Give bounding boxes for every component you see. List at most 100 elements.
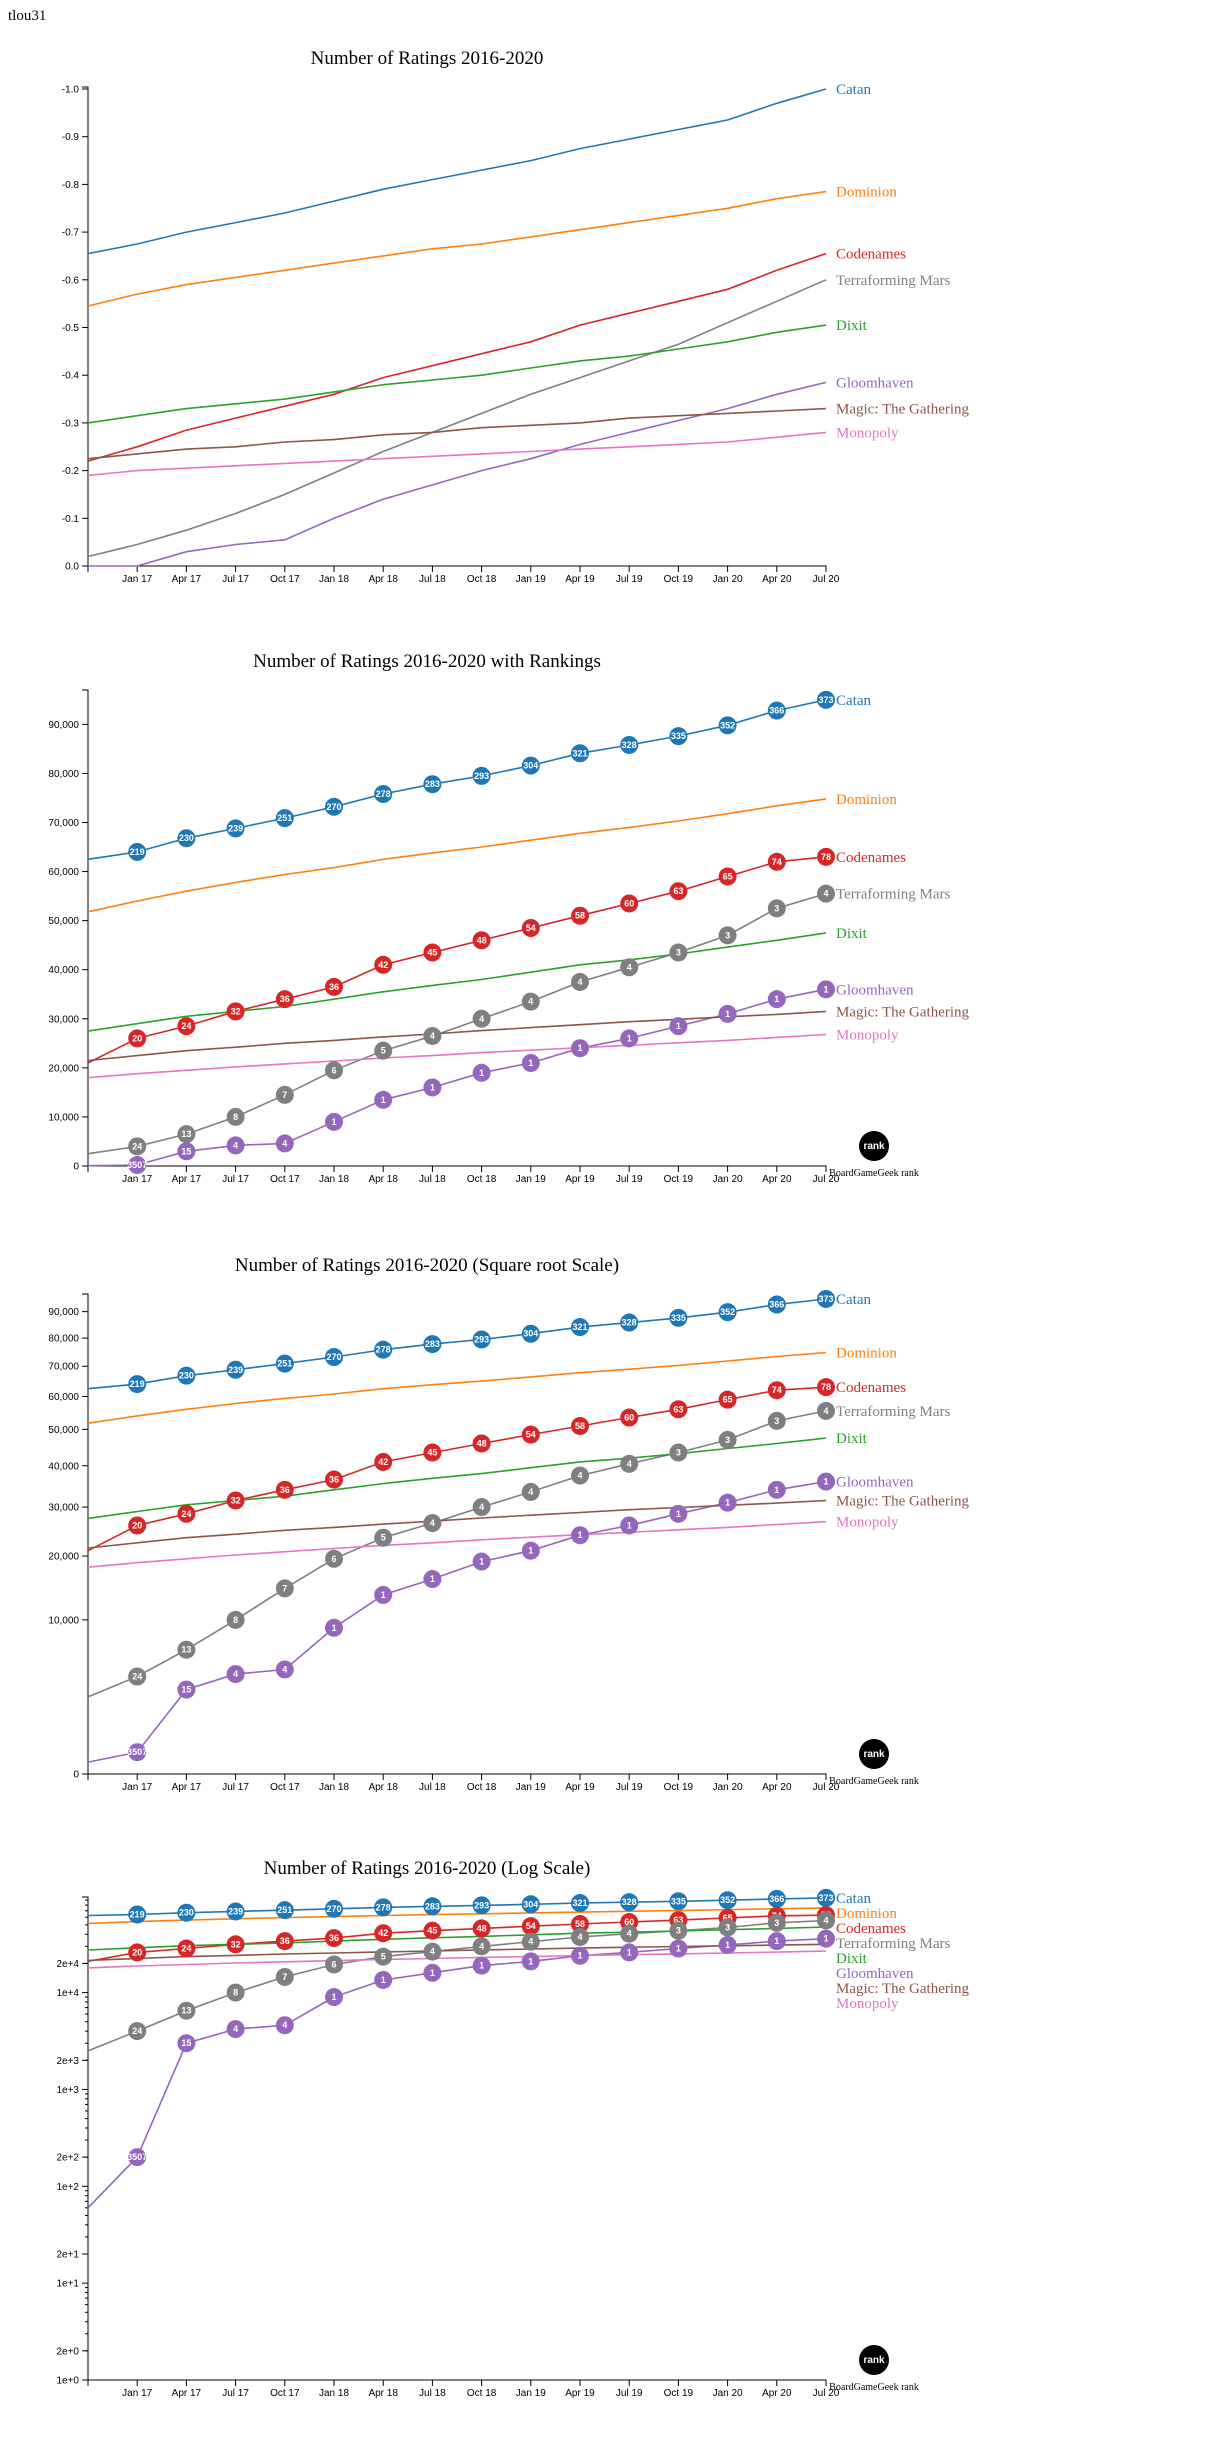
rank-marker: 4 (571, 1927, 589, 1946)
rank-circle (226, 1107, 245, 1126)
y-tick-label: 2e+4 (56, 1959, 79, 1970)
rank-circle (571, 972, 589, 991)
series-label: Terraforming Mars (836, 273, 950, 289)
rank-label: 4 (282, 1664, 287, 1674)
rank-circle (817, 1401, 835, 1420)
rank-marker: 60 (620, 1408, 639, 1427)
rank-circle (472, 931, 491, 950)
rank-label: 270 (326, 802, 341, 812)
y-axis-line (82, 1896, 89, 2381)
rank-label: 373 (818, 695, 833, 705)
rank-circle (275, 1579, 294, 1598)
rank-label: 36 (280, 994, 290, 1004)
rank-label: 1 (774, 1936, 779, 1946)
rank-marker: 48 (472, 931, 491, 950)
x-tick-label: Oct 18 (467, 1174, 497, 1185)
rank-marker: 74 (767, 852, 786, 871)
rank-marker: 32 (226, 1935, 245, 1954)
x-axis-line (87, 1773, 827, 1780)
rank-label: 3 (676, 948, 681, 958)
series-label: Gloomhaven (836, 375, 914, 391)
y-tick-label: 20,000 (48, 1552, 79, 1563)
rank-circle (226, 819, 245, 838)
rank-circle (521, 1952, 540, 1971)
rank-legend: rank BoardGameGeek rank (829, 2345, 919, 2393)
rank-label: 74 (772, 1385, 782, 1395)
rank-circle (374, 1528, 393, 1547)
rank-circle (817, 1378, 835, 1397)
series-line-gloomhaven (87, 1937, 827, 2209)
series-line-dominion (87, 1907, 827, 1925)
rank-marker: 74 (767, 1381, 786, 1400)
rank-circle (521, 1324, 540, 1343)
y-tick-label: -0.7 (62, 228, 80, 239)
rank-label: 1 (528, 1956, 533, 1966)
rank-marker: 7 (275, 1579, 294, 1598)
rank-circle (423, 1921, 442, 1940)
rank-circle (571, 1526, 589, 1545)
rank-label: 20 (132, 1947, 142, 1957)
rank-marker: 270 (325, 1348, 343, 1367)
rank-circle (275, 2016, 294, 2035)
rank-label: 1 (381, 1975, 386, 1985)
rank-marker: 8 (226, 1107, 245, 1126)
rank-label: 32 (231, 1006, 241, 1016)
series-label: Dominion (836, 185, 897, 201)
rank-circle (423, 1942, 442, 1961)
x-tick-label: Apr 18 (368, 1174, 398, 1185)
rank-marker: 219 (128, 842, 147, 861)
rank-circle (325, 1988, 343, 2007)
rank-circle (226, 1491, 245, 1510)
x-tick-label: Jul 20 (813, 1174, 840, 1185)
rank-marker: 4 (423, 1026, 442, 1045)
rank-circle (177, 2034, 196, 2053)
rank-marker: 4 (817, 884, 835, 903)
rank-circle (620, 1029, 639, 1048)
rank-circle (325, 977, 343, 996)
rank-marker: 304 (521, 1895, 540, 1914)
rank-marker: 4 (620, 958, 639, 977)
rank-marker: 293 (472, 1896, 491, 1915)
rank-label: 1 (627, 1947, 632, 1957)
rank-label: 3507 (127, 1747, 147, 1757)
series-line-catan (87, 1298, 827, 1390)
rank-label: 13 (181, 2006, 191, 2016)
rank-label: 65 (723, 1395, 733, 1405)
rank-label: 366 (769, 706, 784, 716)
rank-circle (177, 1017, 196, 1036)
rank-circle (226, 2020, 245, 2039)
series-label: Dixit (836, 1431, 868, 1447)
rank-label: 1 (381, 1590, 386, 1600)
rank-legend-symbol: rank (863, 1141, 885, 1152)
rank-circle (521, 1895, 540, 1914)
rank-label: 1 (823, 984, 828, 994)
rank-label: 58 (575, 1421, 585, 1431)
rank-circle (817, 1888, 835, 1907)
x-tick-label: Jan 19 (516, 574, 546, 585)
series-line-gloomhaven (87, 988, 827, 1167)
series-label: Codenames (836, 247, 906, 263)
rank-circle (620, 1313, 639, 1332)
rank-label: 32 (231, 1939, 241, 1949)
rank-marker: 3 (767, 899, 786, 918)
rank-marker: 373 (817, 690, 835, 709)
rank-marker: 4 (620, 1924, 639, 1943)
x-axis: Jan 17 Apr 17 Jul 17 Oct 17 Jan 18 Apr 18 Jul … (87, 1165, 840, 1185)
x-tick-label: Apr 18 (368, 2388, 398, 2399)
rank-label: 3 (774, 1416, 779, 1426)
series-label: Dixit (836, 318, 868, 334)
rank-circle (521, 919, 540, 937)
rank-label: 36 (329, 1933, 339, 1943)
rank-marker: 304 (521, 1324, 540, 1343)
rank-label: 48 (477, 935, 487, 945)
rank-marker: 1 (767, 1932, 786, 1951)
rank-label: 4 (577, 1471, 582, 1481)
rank-circle (620, 1408, 639, 1427)
x-tick-label: Apr 18 (368, 1782, 398, 1793)
x-tick-label: Apr 19 (565, 2388, 595, 2399)
rank-label: 328 (622, 740, 637, 750)
rank-label: 4 (528, 1487, 533, 1497)
rank-marker: 54 (521, 1425, 540, 1444)
rank-label: 283 (425, 1901, 440, 1911)
rank-circle (423, 1335, 442, 1354)
